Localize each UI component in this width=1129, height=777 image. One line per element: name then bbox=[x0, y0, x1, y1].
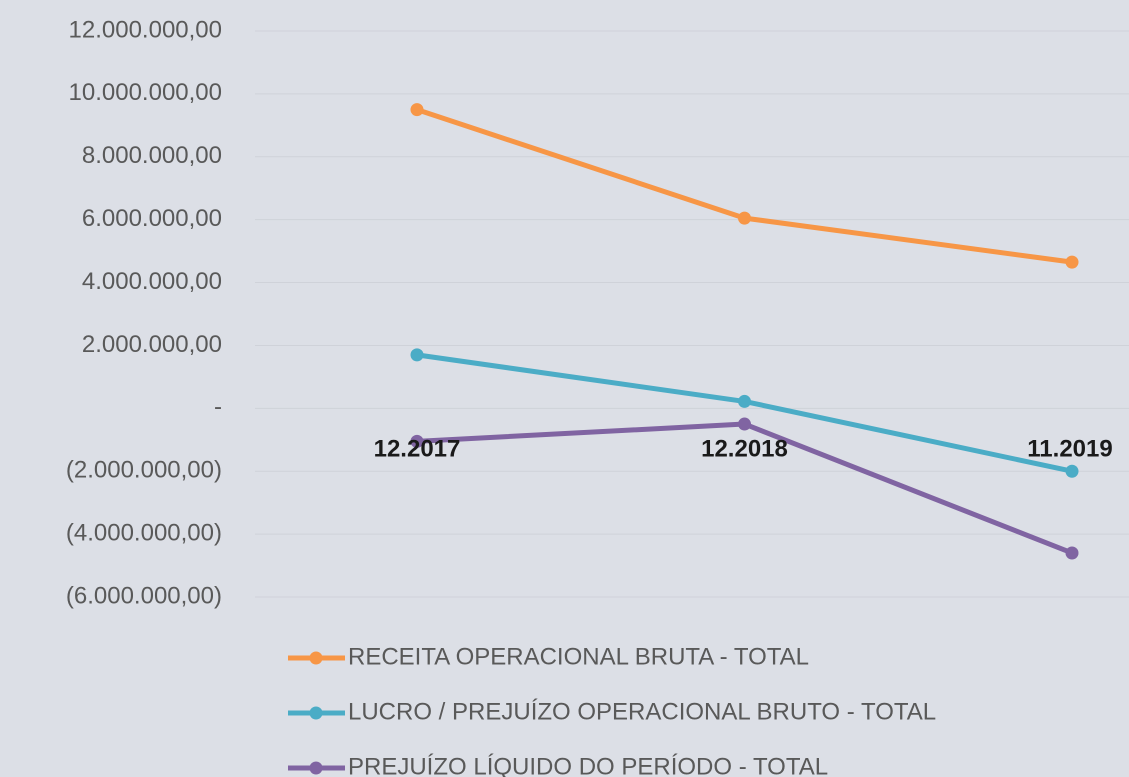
x-tick-label: 12.2017 bbox=[374, 435, 461, 462]
data-point bbox=[738, 394, 751, 408]
data-point bbox=[1065, 255, 1079, 269]
y-tick-label: 12.000.000,00 bbox=[69, 16, 222, 43]
y-tick-label: 2.000.000,00 bbox=[82, 331, 222, 358]
y-tick-label: (6.000.000,00) bbox=[66, 582, 222, 609]
data-point bbox=[738, 211, 751, 225]
data-point bbox=[1065, 546, 1079, 560]
y-tick-label: 8.000.000,00 bbox=[82, 142, 222, 169]
x-tick-label: 12.2018 bbox=[701, 435, 788, 462]
series-line bbox=[416, 107, 1073, 265]
data-point bbox=[410, 103, 424, 117]
y-tick-label: (4.000.000,00) bbox=[66, 519, 222, 546]
data-point bbox=[410, 348, 424, 362]
data-point bbox=[738, 417, 751, 431]
y-tick-label: 4.000.000,00 bbox=[82, 268, 222, 295]
data-point bbox=[410, 434, 424, 448]
legend-marker bbox=[309, 761, 323, 775]
data-point bbox=[1065, 464, 1079, 478]
y-tick-label: - bbox=[214, 394, 222, 421]
legend-label: RECEITA OPERACIONAL BRUTA - TOTAL bbox=[348, 643, 809, 670]
y-tick-label: 10.000.000,00 bbox=[69, 79, 222, 106]
legend-marker bbox=[309, 706, 323, 720]
y-tick-label: 6.000.000,00 bbox=[82, 205, 222, 232]
y-tick-label: (2.000.000,00) bbox=[66, 457, 222, 484]
legend-label: LUCRO / PREJUÍZO OPERACIONAL BRUTO - TOT… bbox=[348, 698, 936, 725]
x-tick-label: 11.2019 bbox=[1027, 435, 1112, 462]
legend-label: PREJUÍZO LÍQUIDO DO PERÍODO - TOTAL bbox=[348, 753, 828, 777]
legend-marker bbox=[309, 651, 323, 665]
